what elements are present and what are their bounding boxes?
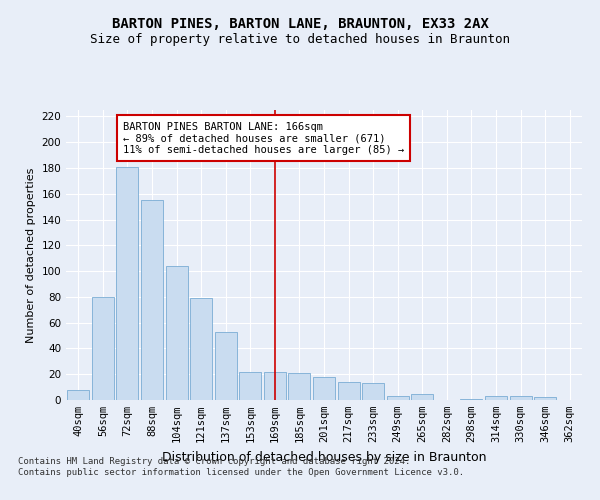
Bar <box>313 377 335 400</box>
Bar <box>166 266 188 400</box>
Bar <box>362 383 384 400</box>
Bar <box>264 372 286 400</box>
Y-axis label: Number of detached properties: Number of detached properties <box>26 168 36 342</box>
Bar <box>509 396 532 400</box>
Bar <box>92 297 114 400</box>
Bar <box>386 396 409 400</box>
Bar <box>534 398 556 400</box>
Text: Size of property relative to detached houses in Braunton: Size of property relative to detached ho… <box>90 34 510 46</box>
Text: Contains HM Land Registry data © Crown copyright and database right 2024.
Contai: Contains HM Land Registry data © Crown c… <box>18 458 464 477</box>
Bar <box>190 298 212 400</box>
Bar <box>411 394 433 400</box>
Bar <box>338 382 359 400</box>
Bar <box>215 332 237 400</box>
Bar <box>289 373 310 400</box>
Bar <box>141 200 163 400</box>
Text: BARTON PINES BARTON LANE: 166sqm
← 89% of detached houses are smaller (671)
11% : BARTON PINES BARTON LANE: 166sqm ← 89% o… <box>123 122 404 155</box>
Bar <box>485 396 507 400</box>
Text: BARTON PINES, BARTON LANE, BRAUNTON, EX33 2AX: BARTON PINES, BARTON LANE, BRAUNTON, EX3… <box>112 18 488 32</box>
Bar <box>460 398 482 400</box>
Bar <box>239 372 262 400</box>
Bar <box>116 166 139 400</box>
Bar <box>67 390 89 400</box>
X-axis label: Distribution of detached houses by size in Braunton: Distribution of detached houses by size … <box>162 450 486 464</box>
